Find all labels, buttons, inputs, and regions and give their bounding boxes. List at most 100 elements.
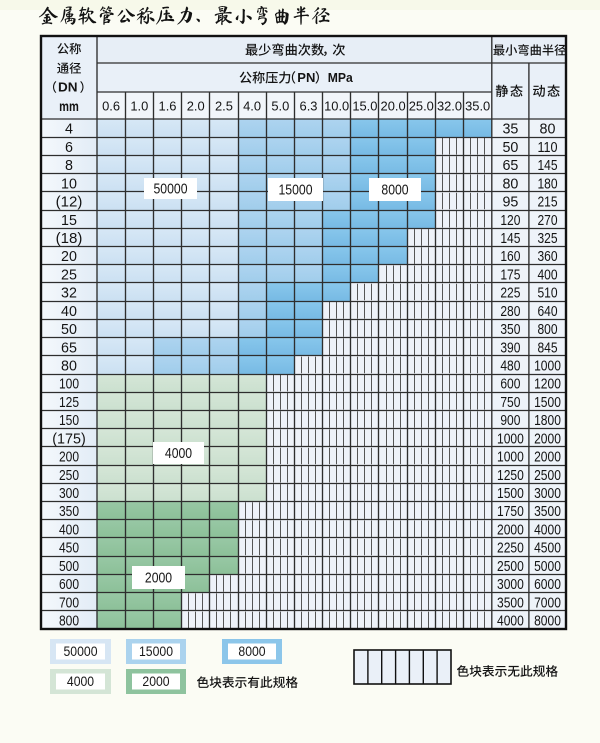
- svg-text:1000: 1000: [534, 359, 561, 375]
- svg-text:2000: 2000: [497, 522, 524, 538]
- svg-text:(18): (18): [56, 231, 83, 247]
- svg-text:1500: 1500: [534, 395, 561, 411]
- svg-text:750: 750: [500, 395, 520, 411]
- svg-text:1.6: 1.6: [159, 99, 177, 114]
- svg-text:160: 160: [500, 249, 520, 265]
- svg-text:2000: 2000: [142, 674, 169, 689]
- svg-text:1000: 1000: [497, 431, 524, 447]
- svg-text:1500: 1500: [497, 486, 524, 502]
- svg-text:4000: 4000: [165, 446, 192, 462]
- svg-text:1000: 1000: [497, 450, 524, 466]
- svg-text:4.0: 4.0: [243, 99, 261, 114]
- svg-text:100: 100: [59, 377, 79, 393]
- svg-text:150: 150: [59, 413, 79, 429]
- svg-text:5.0: 5.0: [271, 99, 289, 114]
- svg-text:1250: 1250: [497, 468, 524, 484]
- svg-text:8000: 8000: [534, 614, 561, 630]
- svg-text:6000: 6000: [534, 577, 561, 593]
- svg-text:10.0: 10.0: [324, 99, 349, 114]
- svg-text:4500: 4500: [534, 541, 561, 557]
- svg-text:15000: 15000: [139, 644, 173, 659]
- svg-text:6.3: 6.3: [300, 99, 318, 114]
- svg-text:200: 200: [59, 450, 79, 466]
- svg-text:3000: 3000: [497, 577, 524, 593]
- svg-text:600: 600: [59, 577, 79, 593]
- svg-text:350: 350: [500, 322, 520, 338]
- svg-text:110: 110: [537, 140, 557, 156]
- svg-text:25: 25: [61, 267, 77, 283]
- svg-text:325: 325: [537, 231, 557, 247]
- svg-text:280: 280: [500, 304, 520, 320]
- svg-text:390: 390: [500, 340, 520, 356]
- svg-text:MPa: MPa: [328, 70, 354, 85]
- svg-text:1800: 1800: [534, 413, 561, 429]
- svg-text:125: 125: [59, 395, 79, 411]
- svg-text:400: 400: [537, 267, 557, 283]
- svg-text:145: 145: [537, 158, 557, 174]
- svg-text:15000: 15000: [279, 183, 313, 199]
- svg-text:15.0: 15.0: [352, 99, 377, 114]
- svg-text:1750: 1750: [497, 504, 524, 520]
- svg-text:4000: 4000: [497, 614, 524, 630]
- svg-text:120: 120: [500, 213, 520, 229]
- svg-text:2000: 2000: [534, 450, 561, 466]
- svg-text:50000: 50000: [64, 644, 98, 659]
- svg-text:700: 700: [59, 595, 79, 611]
- svg-text:5000: 5000: [534, 559, 561, 575]
- svg-text:15: 15: [61, 213, 77, 229]
- svg-text:32: 32: [61, 286, 77, 302]
- svg-text:3500: 3500: [497, 595, 524, 611]
- svg-text:4: 4: [65, 122, 73, 138]
- svg-text:225: 225: [500, 286, 520, 302]
- svg-text:8000: 8000: [381, 183, 408, 199]
- svg-text:65: 65: [502, 158, 518, 174]
- svg-text:(175): (175): [52, 431, 86, 447]
- svg-text:40: 40: [61, 304, 77, 320]
- svg-text:2250: 2250: [497, 541, 524, 557]
- svg-text:4000: 4000: [534, 522, 561, 538]
- svg-text:0.6: 0.6: [102, 99, 120, 114]
- svg-text:360: 360: [537, 249, 557, 265]
- svg-text:2500: 2500: [497, 559, 524, 575]
- svg-text:180: 180: [537, 176, 557, 192]
- svg-text:845: 845: [537, 340, 557, 356]
- svg-text:1.0: 1.0: [130, 99, 148, 114]
- svg-text:PN: PN: [297, 70, 315, 85]
- svg-text:80: 80: [502, 176, 518, 192]
- svg-text:640: 640: [537, 304, 557, 320]
- svg-text:8: 8: [65, 158, 73, 174]
- svg-text:145: 145: [500, 231, 520, 247]
- svg-text:25.0: 25.0: [409, 99, 434, 114]
- svg-text:215: 215: [537, 195, 557, 211]
- svg-text:350: 350: [59, 504, 79, 520]
- svg-text:50: 50: [61, 322, 77, 338]
- svg-text:2000: 2000: [534, 431, 561, 447]
- svg-text:250: 250: [59, 468, 79, 484]
- svg-text:65: 65: [61, 340, 77, 356]
- svg-text:80: 80: [540, 122, 556, 138]
- svg-text:(12): (12): [56, 195, 83, 211]
- svg-text:270: 270: [537, 213, 557, 229]
- svg-text:510: 510: [537, 286, 557, 302]
- svg-text:800: 800: [59, 614, 79, 630]
- svg-text:80: 80: [61, 359, 77, 375]
- svg-text:4000: 4000: [67, 674, 94, 689]
- svg-text:3000: 3000: [534, 486, 561, 502]
- svg-text:32.0: 32.0: [437, 99, 462, 114]
- svg-text:35: 35: [502, 122, 518, 138]
- svg-text:20: 20: [61, 249, 77, 265]
- svg-text:300: 300: [59, 486, 79, 502]
- svg-text:600: 600: [500, 377, 520, 393]
- svg-text:2.5: 2.5: [215, 99, 233, 114]
- svg-text:7000: 7000: [534, 595, 561, 611]
- svg-text:35.0: 35.0: [465, 99, 490, 114]
- svg-text:2.0: 2.0: [187, 99, 205, 114]
- svg-text:400: 400: [59, 522, 79, 538]
- svg-text:mm: mm: [59, 99, 79, 114]
- svg-text:6: 6: [65, 140, 73, 156]
- svg-text:10: 10: [61, 176, 77, 192]
- svg-text:480: 480: [500, 359, 520, 375]
- svg-text:50: 50: [502, 140, 518, 156]
- svg-text:50000: 50000: [154, 182, 188, 198]
- svg-text:DN: DN: [58, 80, 78, 95]
